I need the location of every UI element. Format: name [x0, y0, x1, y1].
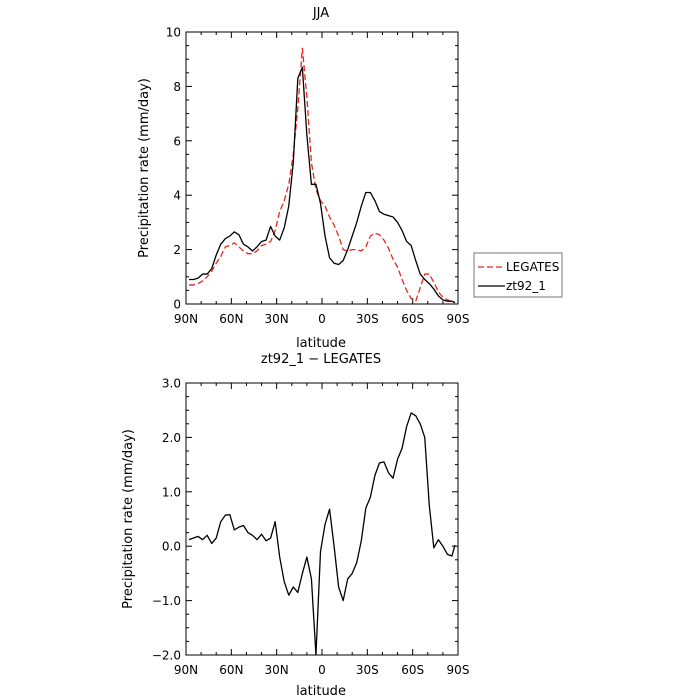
bottom-tick-marks — [185, 382, 459, 656]
bottom-series-lines — [188, 412, 456, 656]
top-x-tick-label: 0 — [318, 312, 326, 326]
top-x-tick-label: 90N — [174, 312, 198, 326]
top-y-tick-label: 2 — [173, 243, 181, 257]
top-x-axis-label: latitude — [296, 336, 346, 351]
top-tick-marks — [185, 31, 459, 305]
bottom-plot-frame — [185, 382, 459, 656]
bottom-series-line-1 — [188, 412, 456, 656]
bottom-x-tick-labels: 90N 60N 30N 0 30S 60S 90S — [174, 663, 470, 677]
bottom-chart-title: zt92_1 − LEGATES — [261, 352, 381, 367]
legend: LEGATES zt92_1 — [473, 252, 563, 298]
bottom-x-axis-label: latitude — [296, 684, 346, 699]
bottom-x-tick-label: 30N — [265, 663, 289, 677]
bottom-y-axis-label: Precipitation rate (mm/day) — [121, 429, 136, 609]
bottom-y-tick-label: 2.0 — [162, 431, 181, 445]
top-x-tick-label: 30S — [356, 312, 379, 326]
top-x-tick-label: 90S — [447, 312, 470, 326]
top-series-line-zt92-1 — [189, 66, 456, 304]
top-series-lines — [189, 47, 456, 304]
bottom-y-tick-label: −1.0 — [152, 594, 181, 608]
bottom-x-tick-label: 60S — [401, 663, 424, 677]
bottom-y-tick-label: 1.0 — [162, 485, 181, 499]
top-x-tick-label: 30N — [265, 312, 289, 326]
bottom-y-tick-label: 0.0 — [162, 540, 181, 554]
bottom-x-tick-label: 90S — [447, 663, 470, 677]
bottom-y-tick-label: 3.0 — [162, 377, 181, 391]
top-y-tick-label: 10 — [166, 26, 181, 40]
legend-box — [473, 252, 563, 298]
top-chart-title: JJA — [312, 6, 329, 21]
top-x-tick-label: 60S — [401, 312, 424, 326]
top-y-tick-labels: 0 2 4 6 8 10 — [166, 26, 181, 312]
top-series-line-legates — [189, 47, 456, 304]
bottom-y-tick-label: −2.0 — [152, 649, 181, 663]
bottom-chart: zt92_1 − LEGATES −2.0 −1.0 0.0 1.0 2.0 3.0 90… — [121, 352, 469, 699]
top-chart: JJA 0 2 4 6 8 10 90N 60N 30N 0 30S 60S 90S latitude… — [137, 6, 563, 351]
top-y-axis-label: Precipitation rate (mm/day) — [137, 78, 152, 258]
top-y-tick-label: 0 — [173, 298, 181, 312]
legend-label-zt92-1: zt92_1 — [506, 279, 546, 293]
bottom-x-tick-label: 0 — [318, 663, 326, 677]
bottom-y-tick-labels: −2.0 −1.0 0.0 1.0 2.0 3.0 — [152, 377, 181, 663]
top-x-tick-label: 60N — [219, 312, 243, 326]
bottom-x-tick-label: 30S — [356, 663, 379, 677]
bottom-x-tick-label: 90N — [174, 663, 198, 677]
legend-label-legates: LEGATES — [506, 260, 559, 274]
top-y-tick-label: 6 — [173, 134, 181, 148]
top-x-tick-labels: 90N 60N 30N 0 30S 60S 90S — [174, 312, 470, 326]
top-y-tick-label: 8 — [173, 80, 181, 94]
top-y-tick-label: 4 — [173, 189, 181, 203]
bottom-x-tick-label: 60N — [219, 663, 243, 677]
